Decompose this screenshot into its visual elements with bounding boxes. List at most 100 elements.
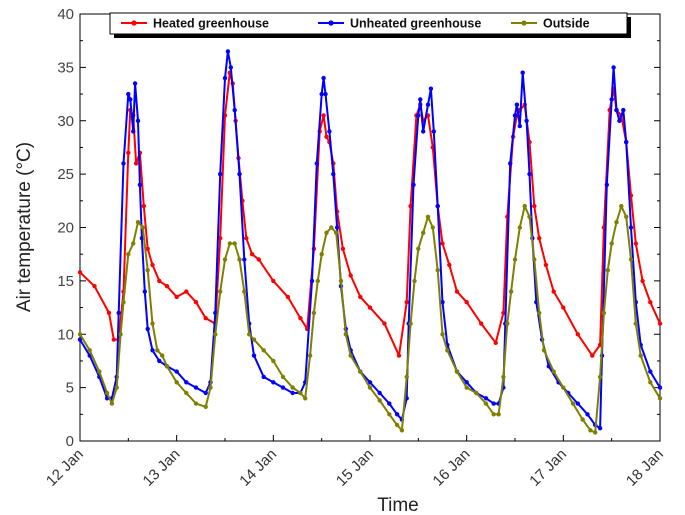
data-point: [222, 75, 228, 81]
data-point: [225, 49, 231, 54]
data-point: [648, 300, 653, 305]
data-point: [624, 139, 629, 145]
data-point: [590, 353, 595, 358]
data-point: [140, 225, 145, 230]
data-point: [150, 348, 155, 353]
data-point: [77, 337, 83, 342]
data-point: [532, 257, 537, 262]
data-point: [575, 332, 580, 337]
data-point: [493, 340, 498, 345]
data-point: [464, 300, 469, 305]
y-tick-label: 40: [57, 6, 74, 23]
data-point: [232, 107, 237, 113]
data-point: [541, 348, 547, 353]
legend: Heated greenhouse Unheated greenhouse Ou…: [109, 12, 631, 38]
data-point: [164, 284, 170, 289]
data-point: [396, 353, 402, 358]
data-point: [184, 380, 189, 385]
data-point: [527, 214, 532, 219]
data-point: [648, 380, 653, 385]
data-point: [454, 289, 460, 294]
data-point: [290, 390, 295, 396]
data-point: [132, 81, 138, 86]
data-point: [271, 380, 276, 385]
data-point: [315, 278, 320, 284]
data-point: [271, 358, 276, 364]
data-point: [141, 203, 146, 209]
data-point: [537, 310, 542, 316]
data-point: [87, 348, 92, 353]
data-point: [358, 369, 363, 374]
data-point: [377, 390, 382, 396]
data-point: [311, 310, 317, 316]
y-tick-label: 0: [66, 433, 74, 450]
data-point: [104, 390, 110, 396]
data-point: [404, 300, 409, 305]
data-point: [570, 401, 576, 406]
x-tick-label: 13 Jan: [140, 446, 184, 490]
data-point: [232, 241, 237, 246]
data-point: [367, 385, 373, 390]
data-point: [121, 161, 126, 166]
data-point: [447, 262, 452, 268]
data-point: [128, 97, 133, 102]
legend-label-outside: Outside: [543, 17, 590, 31]
series-line: [79, 71, 661, 357]
data-point: [271, 278, 276, 284]
data-point: [491, 412, 496, 417]
data-point: [580, 417, 585, 422]
data-point: [394, 422, 400, 428]
legend-label-unheated: Unheated greenhouse: [350, 17, 481, 31]
data-point: [116, 310, 121, 316]
data-point: [203, 404, 208, 409]
data-point: [213, 332, 218, 337]
data-point: [633, 241, 638, 246]
data-point: [517, 123, 522, 129]
data-point: [92, 284, 97, 289]
data-point: [251, 353, 257, 358]
data-point: [334, 230, 339, 235]
data-point: [435, 203, 440, 209]
data-point: [537, 236, 542, 241]
data-point: [150, 262, 155, 268]
data-point: [491, 401, 496, 406]
data-point: [298, 316, 303, 321]
data-point: [280, 385, 286, 390]
data-point: [512, 257, 518, 262]
data-point: [135, 118, 141, 124]
x-tick-label: 15 Jan: [333, 446, 377, 490]
data-point: [474, 390, 479, 396]
y-tick-label: 20: [57, 220, 74, 237]
data-point: [208, 385, 213, 390]
data-point: [561, 305, 566, 310]
data-point: [624, 214, 629, 219]
x-tick-label: 17 Jan: [526, 446, 570, 490]
data-point: [133, 161, 139, 166]
data-point: [609, 97, 614, 102]
data-point: [505, 321, 510, 326]
data-point: [324, 230, 329, 235]
y-tick-label: 30: [57, 113, 74, 130]
y-tick-label: 15: [57, 273, 74, 290]
data-point: [508, 289, 514, 294]
data-point: [454, 369, 460, 374]
data-point: [628, 225, 634, 230]
data-point: [428, 86, 434, 91]
data-point: [532, 203, 537, 209]
data-point: [418, 97, 423, 102]
data-point: [621, 107, 626, 113]
data-point: [155, 348, 160, 353]
y-tick-label: 5: [66, 380, 74, 397]
data-point: [575, 401, 580, 406]
data-point: [218, 236, 223, 241]
legend-box: [109, 12, 628, 35]
x-tick-label: 18 Jan: [623, 446, 667, 490]
data-point: [412, 278, 417, 284]
x-axis-ticks: 12 Jan 13 Jan 14 Jan 15 Jan 16 Jan 17 Jan 18 J…: [43, 446, 667, 490]
data-point: [614, 220, 619, 225]
data-point: [367, 305, 373, 310]
data-point: [617, 118, 622, 124]
data-point: [213, 310, 218, 316]
data-point: [524, 118, 529, 124]
